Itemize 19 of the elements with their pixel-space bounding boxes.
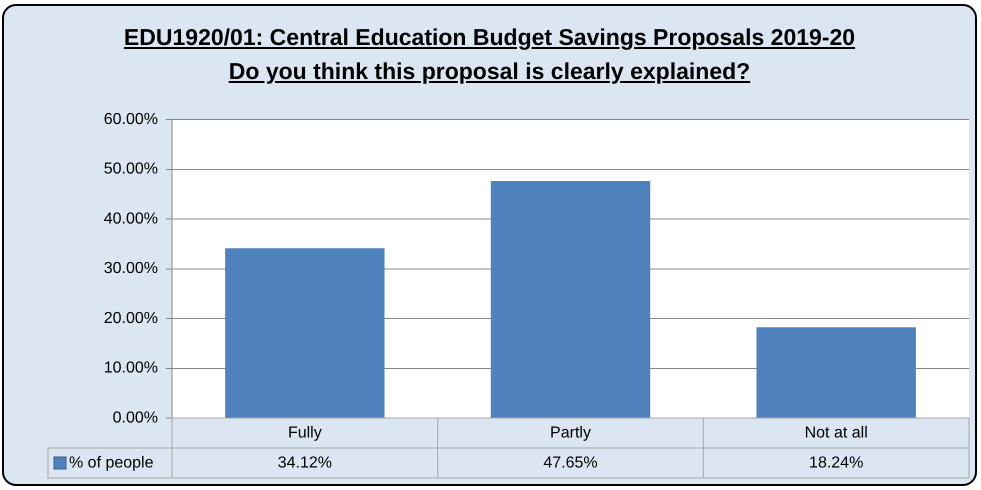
bar bbox=[756, 327, 916, 418]
y-tick-label: 0.00% bbox=[112, 409, 158, 426]
bar bbox=[225, 248, 385, 418]
data-label: 47.65% bbox=[543, 454, 598, 472]
x-tick-label: Fully bbox=[288, 424, 322, 442]
y-tick-label: 10.00% bbox=[104, 360, 158, 377]
data-label: 18.24% bbox=[809, 454, 864, 472]
legend-label: % of people bbox=[69, 454, 154, 472]
y-tick-label: 20.00% bbox=[104, 310, 158, 327]
y-tick-label: 30.00% bbox=[104, 260, 158, 278]
y-tick-label: 40.00% bbox=[104, 210, 158, 228]
data-label: 34.12% bbox=[278, 454, 332, 472]
y-tick-label: 50.00% bbox=[104, 160, 158, 178]
chart-subtitle: Do you think this proposal is clearly explained? bbox=[228, 58, 750, 84]
y-tick-label: 60.00% bbox=[104, 111, 158, 128]
bar bbox=[490, 181, 650, 418]
x-tick-label: Partly bbox=[550, 424, 591, 442]
chart-title: EDU1920/01: Central Education Budget Savings Proposals 2019-20 bbox=[124, 24, 856, 50]
x-tick-label: Not at all bbox=[804, 424, 868, 442]
